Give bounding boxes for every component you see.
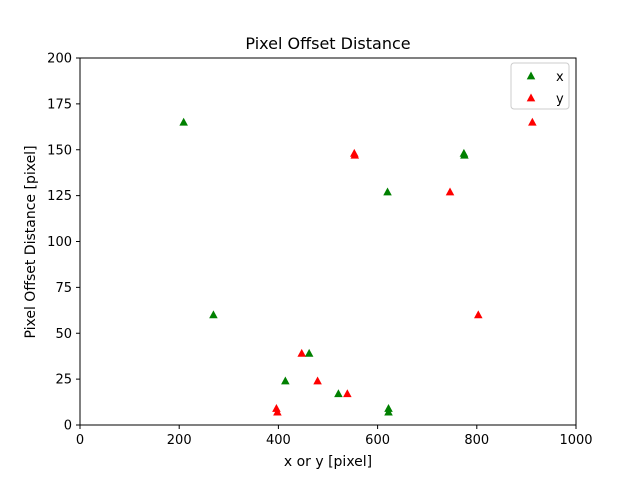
data-point-y	[313, 376, 322, 385]
x-tick-label: 200	[167, 433, 192, 448]
plot-frame	[79, 57, 577, 426]
data-point-y	[474, 310, 483, 319]
y-tick-label: 150	[47, 143, 72, 158]
y-tick-label: 200	[47, 52, 72, 67]
x-tick-label: 800	[464, 433, 489, 448]
legend-label-y: y	[556, 92, 564, 107]
axis-ticks: 0 200 400 600 800 1000 0 25 50 75 100 125 150 175 200	[47, 52, 592, 449]
x-axis-label: x or y [pixel]	[284, 454, 372, 470]
y-axis-label: Pixel Offset Distance [pixel]	[23, 145, 39, 338]
data-point-x	[384, 407, 393, 416]
data-point-y	[297, 348, 306, 357]
data-point-y	[528, 117, 537, 126]
legend-box	[510, 62, 570, 110]
y-tick-label: 75	[55, 281, 72, 296]
y-tick-label: 50	[55, 327, 72, 342]
legend-marker-x	[526, 71, 536, 80]
data-point-x	[460, 150, 469, 159]
y-tick-label: 100	[47, 235, 72, 250]
chart-title: Pixel Offset Distance	[245, 34, 410, 53]
x-tick-label: 600	[365, 433, 390, 448]
data-point-x	[281, 376, 290, 385]
data-point-y	[343, 389, 352, 398]
data-point-x	[334, 389, 343, 398]
data-point-x	[179, 117, 188, 126]
data-point-x	[209, 310, 218, 319]
data-point-x	[383, 187, 392, 196]
data-points	[179, 117, 537, 416]
x-tick-label: 0	[76, 433, 84, 448]
x-tick-label: 1000	[559, 433, 592, 448]
y-tick-label: 175	[47, 97, 72, 112]
x-tick-label: 400	[266, 433, 291, 448]
y-tick-label: 25	[55, 373, 72, 388]
data-point-y	[273, 407, 282, 416]
data-point-x	[304, 348, 314, 357]
data-point-y	[350, 150, 360, 159]
legend-label-x: x	[556, 70, 564, 85]
y-tick-label: 0	[64, 419, 72, 434]
legend-marker-y	[526, 93, 536, 102]
data-point-y	[445, 187, 455, 196]
y-tick-label: 125	[47, 189, 72, 204]
legend: xy	[510, 62, 570, 110]
